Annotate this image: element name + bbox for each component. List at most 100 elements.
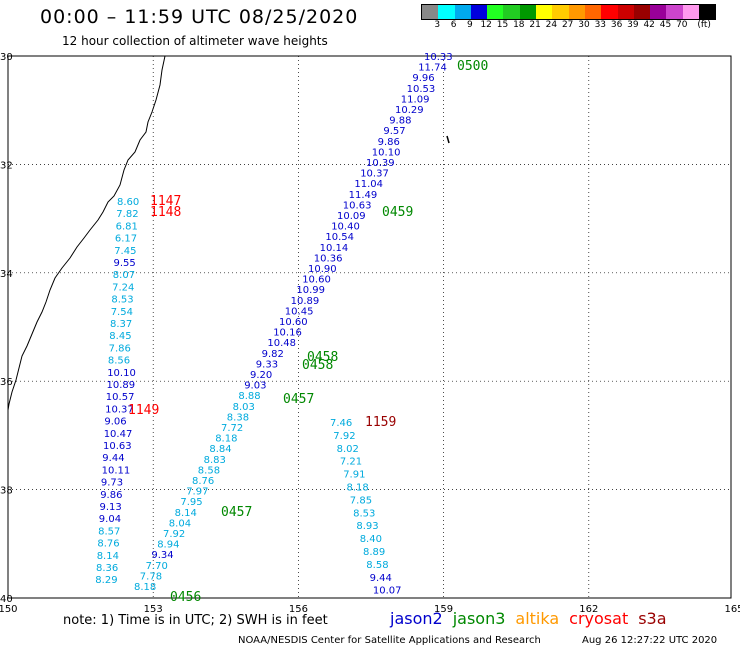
lon-label: 162 (579, 604, 598, 615)
wave-height-value: 7.24 (112, 282, 134, 293)
wave-height-value: 9.03 (244, 381, 266, 392)
lat-label: 34 (0, 269, 13, 280)
wave-height-value: 10.57 (106, 392, 135, 403)
wave-height-value: 11.04 (354, 179, 383, 190)
wave-height-value: 10.90 (308, 264, 337, 275)
island-mark (446, 135, 450, 144)
wave-height-value: 10.63 (343, 200, 372, 211)
wave-height-colorbar (421, 4, 717, 20)
wave-height-value: 10.10 (107, 368, 136, 379)
wave-height-value: 10.53 (407, 84, 436, 95)
time-label: 1149 (128, 403, 159, 418)
legend-s3a: s3a (638, 609, 667, 628)
time-label: 0457 (221, 505, 252, 520)
wave-height-value: 6.81 (116, 221, 138, 232)
lat-label: 36 (0, 377, 13, 388)
wave-height-value: 9.20 (250, 370, 272, 381)
wave-height-value: 10.36 (314, 253, 343, 264)
lon-label: 150 (0, 604, 18, 615)
wave-height-value: 10.09 (337, 211, 366, 222)
time-label: 1159 (365, 415, 396, 430)
wave-height-value: 8.18 (134, 582, 156, 593)
wave-height-value: 7.95 (180, 497, 202, 508)
wave-height-value: 11.74 (418, 63, 447, 74)
wave-height-value: 8.18 (215, 434, 237, 445)
wave-height-value: 9.57 (383, 126, 405, 137)
wave-height-value: 7.97 (186, 487, 208, 498)
wave-height-value: 8.76 (97, 539, 119, 550)
colorbar-swatch (487, 5, 504, 19)
colorbar-swatch (422, 5, 439, 19)
wave-height-value: 9.86 (100, 490, 122, 501)
wave-height-value: 8.93 (356, 521, 378, 532)
wave-height-value: 10.40 (331, 222, 360, 233)
colorbar-label: 18 (513, 20, 525, 30)
colorbar-swatch (438, 5, 455, 19)
wave-height-value: 8.29 (95, 575, 117, 586)
wave-height-value: 8.45 (109, 331, 131, 342)
lat-label: 32 (0, 160, 13, 171)
wave-height-value: 8.53 (353, 508, 375, 519)
lat-label: 40 (0, 594, 13, 605)
wave-height-value: 7.92 (333, 431, 355, 442)
wave-height-value: 8.57 (98, 526, 120, 537)
wave-height-value: 7.86 (109, 343, 131, 354)
lat-label: 38 (0, 486, 13, 497)
time-label: 0500 (457, 59, 488, 74)
wave-height-value: 10.07 (373, 586, 402, 597)
map-frame (7, 55, 732, 599)
wave-height-value: 9.04 (99, 514, 121, 525)
colorbar-label: 39 (627, 20, 639, 30)
colorbar-swatch (633, 5, 651, 19)
wave-height-value: 9.06 (104, 417, 126, 428)
wave-height-value: 8.36 (96, 563, 118, 574)
wave-height-value: 8.60 (117, 197, 139, 208)
wave-height-value: 9.82 (262, 349, 284, 360)
time-label: 0458 (302, 358, 333, 373)
lon-label: 165 (724, 604, 740, 615)
colorbar-swatch (617, 5, 634, 19)
wave-height-value: 10.63 (103, 441, 132, 452)
wave-height-value: 8.53 (111, 295, 133, 306)
colorbar-label: 3 (434, 20, 441, 30)
wave-height-value: 10.10 (372, 147, 401, 158)
coastline (7, 55, 166, 411)
footnote: note: 1) Time is in UTC; 2) SWH is in fe… (63, 613, 328, 628)
colorbar-label: 30 (578, 20, 590, 30)
lon-label: 159 (434, 604, 453, 615)
colorbar-swatch (666, 5, 683, 19)
wave-height-value: 10.39 (366, 158, 395, 169)
wave-height-value: 10.33 (424, 52, 453, 63)
wave-height-value: 7.72 (221, 423, 243, 434)
wave-height-value: 9.96 (412, 73, 434, 84)
colorbar-swatch (568, 5, 585, 19)
wave-height-value: 8.88 (238, 391, 260, 402)
colorbar-swatch (552, 5, 569, 19)
wave-height-value: 7.70 (146, 561, 168, 572)
wave-height-value: 10.60 (279, 317, 308, 328)
wave-height-value: 8.14 (175, 508, 197, 519)
legend-altika: altika (515, 609, 560, 628)
wave-height-value: 9.73 (101, 478, 123, 489)
wave-height-value: 10.89 (291, 296, 320, 307)
wave-height-value: 10.48 (267, 338, 296, 349)
wave-height-value: 7.82 (116, 209, 138, 220)
wave-height-value: 8.40 (360, 534, 382, 545)
wave-height-value: 10.14 (320, 243, 349, 254)
wave-height-value: 10.45 (285, 306, 314, 317)
time-label: 1148 (150, 205, 181, 220)
wave-height-value: 8.56 (108, 356, 130, 367)
colorbar-swatch (519, 5, 537, 19)
time-label: 0459 (382, 205, 413, 220)
wave-height-value: 7.85 (350, 495, 372, 506)
colorbar-label: 45 (659, 20, 672, 30)
colorbar-swatch (699, 5, 716, 19)
colorbar-label: 70 (676, 20, 688, 30)
wave-height-value: 10.99 (296, 285, 325, 296)
wave-height-value: 9.33 (256, 359, 278, 370)
wave-height-value: 9.86 (378, 137, 400, 148)
time-label: 0456 (170, 590, 201, 605)
wave-height-value: 8.38 (227, 412, 249, 423)
wave-height-value: 7.91 (343, 470, 365, 481)
